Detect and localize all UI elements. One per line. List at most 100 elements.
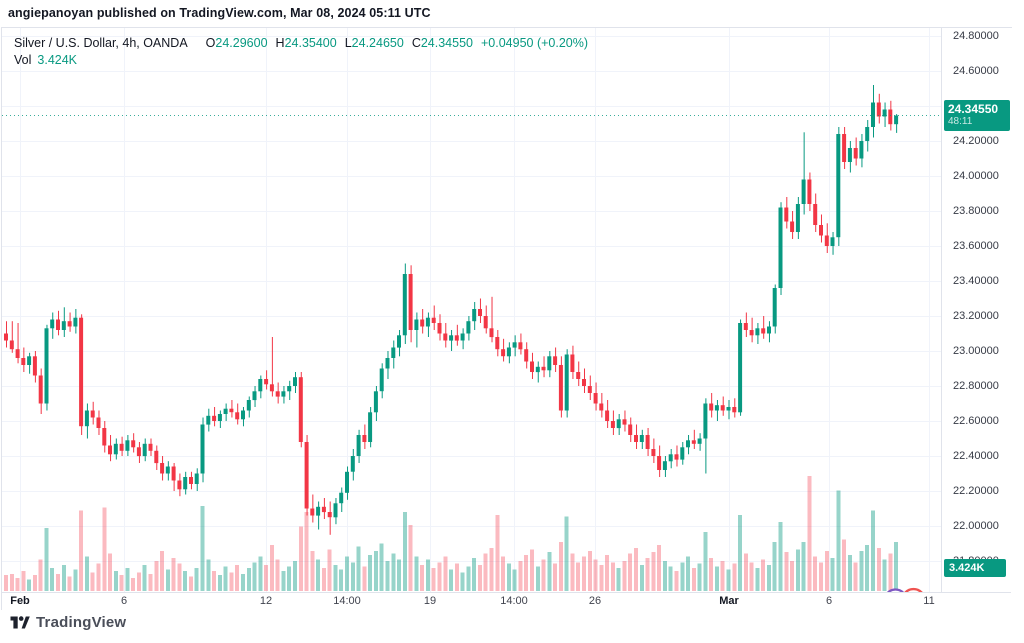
volume-bar — [252, 562, 257, 592]
volume-bar — [212, 570, 217, 591]
us-flag-event-icon[interactable] — [900, 587, 927, 592]
candle — [547, 356, 552, 371]
candle — [599, 403, 604, 411]
candle — [142, 443, 147, 457]
candle — [472, 309, 477, 322]
volume-bar — [431, 568, 436, 591]
volume-bar — [576, 562, 581, 592]
price-axis[interactable]: 21.8000022.0000022.2000022.4000022.60000… — [941, 28, 1012, 610]
volume-bar — [605, 555, 610, 591]
volume-bar — [246, 568, 251, 591]
candle — [21, 358, 26, 365]
price-axis-label: 23.40000 — [953, 275, 999, 287]
volume-bar — [535, 566, 540, 591]
volume-bar — [327, 549, 332, 591]
volume-bar — [293, 560, 297, 591]
volume-bar — [610, 562, 615, 592]
volume-bar — [449, 569, 454, 591]
volume-bar — [570, 553, 575, 591]
volume-bar — [73, 569, 78, 591]
candle — [720, 405, 725, 411]
volume-bar — [275, 559, 280, 591]
volume-bar — [709, 557, 714, 591]
volume-bar — [304, 511, 309, 591]
candle — [356, 435, 361, 456]
price-axis-label: 23.20000 — [953, 310, 999, 322]
candle — [674, 454, 679, 460]
purple-flag-event-icon[interactable] — [883, 588, 908, 592]
volume-bar — [264, 565, 269, 591]
volume-bar — [362, 566, 367, 591]
candle — [478, 309, 482, 316]
candle — [651, 449, 656, 456]
volume-bar — [662, 560, 667, 591]
candle — [495, 337, 500, 350]
candle — [738, 323, 743, 413]
chart-legend[interactable]: Silver / U.S. Dollar, 4h, OANDA O24.29600… — [14, 36, 588, 67]
volume-bar — [21, 570, 26, 591]
volume-bar — [4, 575, 8, 591]
volume-bar — [67, 576, 72, 591]
time-axis-label: 26 — [588, 595, 602, 607]
candle — [15, 349, 20, 358]
candle — [160, 463, 165, 474]
candle — [148, 443, 153, 451]
candle — [258, 379, 263, 392]
publish-line: angiepanoyan published on TradingView.co… — [8, 6, 431, 20]
close-label: C — [411, 36, 421, 50]
volume-bar — [830, 557, 835, 591]
high-label: H — [275, 36, 285, 50]
time-axis[interactable]: Feb 6 12 14:00 19 14:00 26 Mar 6 11 — [2, 592, 1011, 610]
candlestick-chart[interactable] — [2, 28, 941, 592]
volume-bar — [761, 559, 766, 591]
volume-bar — [235, 565, 240, 591]
candle — [558, 365, 563, 411]
candle — [246, 400, 251, 411]
candle — [859, 141, 864, 159]
candle — [350, 456, 355, 472]
volume-bar — [530, 549, 534, 591]
close-value: 24.34550 — [420, 36, 473, 50]
tradingview-logo[interactable]: TradingView — [9, 612, 126, 633]
volume-bar — [183, 570, 188, 591]
volume-bar — [15, 578, 20, 591]
volume-bar — [680, 562, 685, 592]
candle — [634, 435, 638, 442]
candle — [506, 347, 511, 357]
volume-bar — [616, 568, 621, 591]
candle — [206, 415, 211, 425]
candle — [761, 328, 766, 334]
volume-bar — [44, 527, 49, 592]
candle — [275, 391, 280, 397]
volume-bar — [697, 563, 702, 591]
volume-bar — [217, 575, 222, 591]
candle — [582, 379, 586, 386]
candle — [709, 403, 714, 411]
candle — [553, 356, 558, 365]
volume-bar — [859, 550, 864, 592]
volume-bar — [558, 542, 563, 591]
volume-bar — [518, 560, 523, 591]
candle — [316, 506, 321, 516]
candle — [67, 321, 72, 327]
volume-bar — [853, 562, 858, 592]
candle — [119, 443, 124, 451]
volume-bar — [9, 573, 14, 592]
candle — [483, 316, 488, 329]
candle — [154, 450, 159, 464]
candle — [697, 438, 702, 444]
volume-bar — [96, 563, 101, 591]
price-axis-label: 23.60000 — [953, 240, 999, 252]
volume-bar — [160, 550, 165, 592]
volume-bar — [524, 555, 529, 591]
legend-ohlc-row: Silver / U.S. Dollar, 4h, OANDA O24.29600… — [14, 36, 588, 50]
last-price-badge: 24.34550 48:11 — [944, 100, 1010, 131]
chart-pane[interactable]: Silver / U.S. Dollar, 4h, OANDA O24.29600… — [2, 28, 941, 592]
volume-bar — [32, 575, 37, 591]
candle — [252, 391, 257, 401]
volume-bar — [108, 553, 112, 591]
volume-bar — [84, 556, 89, 591]
volume-bar — [871, 510, 875, 591]
candle — [437, 323, 442, 334]
volume-bar — [703, 532, 708, 591]
